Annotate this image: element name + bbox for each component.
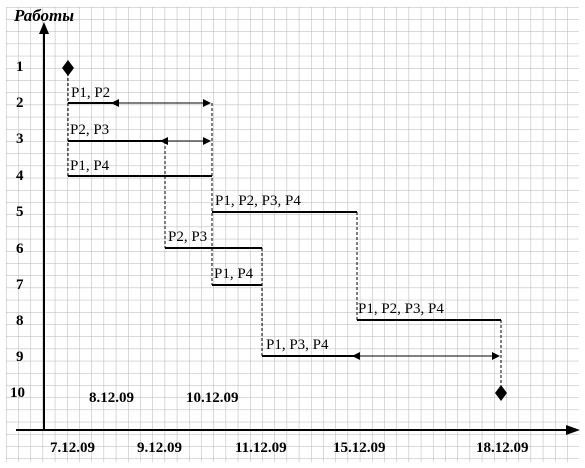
task-label: P2, P3 — [168, 229, 207, 245]
date-label: 10.12.09 — [186, 390, 239, 406]
row-label: 6 — [16, 241, 24, 257]
grid-background — [6, 7, 579, 462]
task-label: P1, P2 — [71, 85, 110, 101]
slack-arrows — [111, 99, 500, 360]
x-tick-label: 15.12.09 — [333, 440, 386, 456]
start-diamond-icon — [62, 60, 74, 76]
task-label: P1, P2, P3, P4 — [358, 301, 444, 317]
x-tick-label: 9.12.09 — [137, 440, 182, 456]
y-axis-title: Работы — [13, 6, 74, 25]
end-diamond-icon — [495, 385, 507, 401]
row-label: 2 — [16, 95, 24, 111]
x-tick-label: 11.12.09 — [235, 440, 287, 456]
x-tick-labels: 7.12.09 9.12.09 11.12.09 15.12.09 18.12.… — [50, 440, 529, 456]
task-label: P1, P4 — [214, 266, 254, 282]
row-label: 7 — [16, 277, 24, 293]
row-label: 4 — [16, 168, 24, 184]
date-label: 8.12.09 — [89, 390, 134, 406]
dashed-connectors — [67, 68, 502, 392]
y-axis-arrow-icon — [39, 22, 49, 34]
row-labels: 1 2 3 4 5 6 7 8 9 10 — [10, 59, 25, 401]
row-label: 10 — [10, 385, 25, 401]
task-label: P2, P3 — [70, 122, 109, 138]
x-tick-label: 7.12.09 — [50, 440, 95, 456]
task-label: P1, P2, P3, P4 — [215, 193, 301, 209]
row-label: 1 — [16, 59, 24, 75]
row-label: 5 — [16, 204, 24, 220]
row-label: 9 — [16, 349, 24, 365]
row-label: 3 — [16, 131, 24, 147]
task-label: P1, P4 — [70, 158, 110, 174]
task-label: P1, P3, P4 — [266, 337, 329, 353]
x-axis-arrow-icon — [566, 425, 580, 435]
task-labels: P1, P2 P2, P3 P1, P4 P1, P2, P3, P4 P2, … — [70, 85, 444, 353]
x-tick-label: 18.12.09 — [476, 440, 529, 456]
task-bars — [68, 102, 501, 357]
row-label: 8 — [16, 313, 24, 329]
